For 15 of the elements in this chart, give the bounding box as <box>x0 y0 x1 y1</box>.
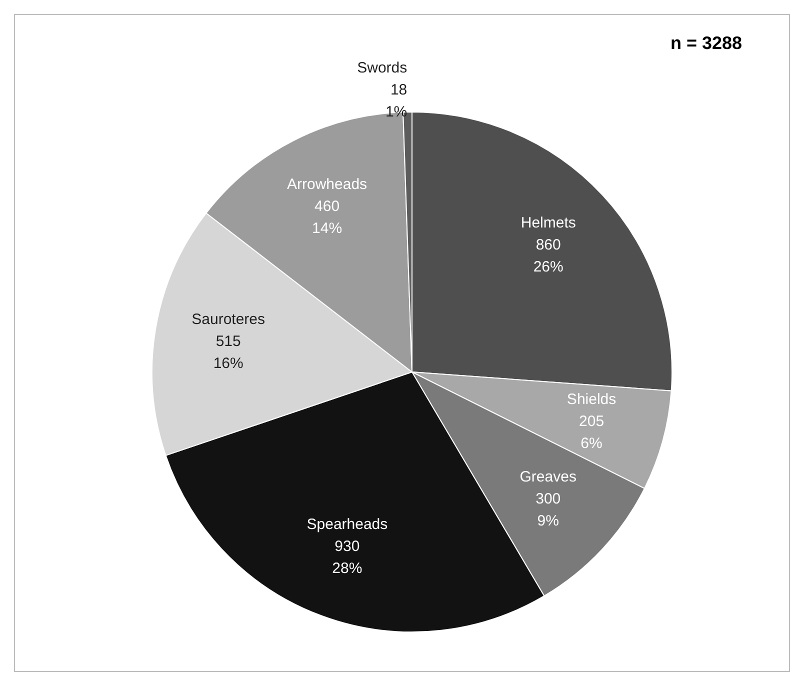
slice-label: Shields <box>566 390 616 408</box>
slice-label: Sauroteres <box>192 310 266 328</box>
text: n = 3288 <box>670 33 742 53</box>
data-label: 205 6% <box>579 412 604 452</box>
slice-label: Arrowheads <box>287 176 368 193</box>
slice-label: Helmets <box>520 214 576 232</box>
slice-label: Spearheads <box>306 516 388 534</box>
data-label: 460 14% <box>312 198 342 237</box>
data-label: 860 26% <box>533 236 564 276</box>
data-label: 930 28% <box>332 538 362 578</box>
slice-label: Swords <box>357 60 408 77</box>
data-label: 515 16% <box>213 332 244 372</box>
slice-label: Greaves <box>520 468 576 486</box>
data-label: 300 9% <box>536 490 561 530</box>
data-label: 18 1% <box>385 82 408 121</box>
